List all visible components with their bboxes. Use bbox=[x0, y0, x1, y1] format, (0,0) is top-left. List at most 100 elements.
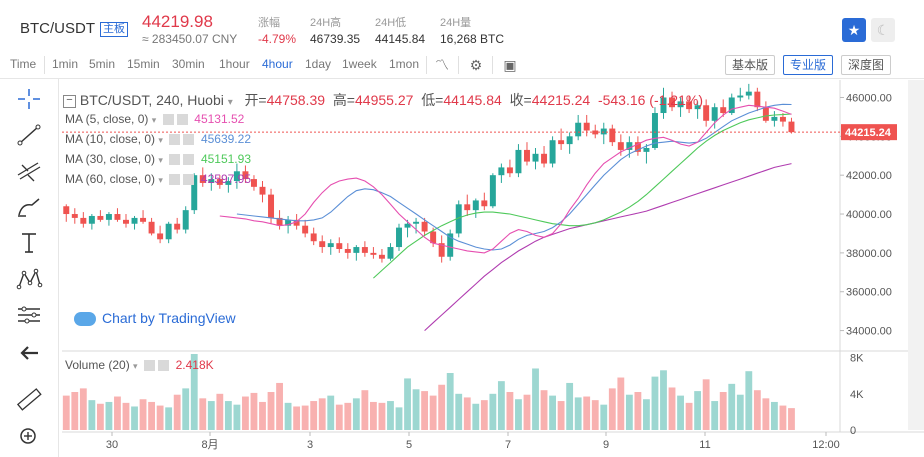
timeframe-30min[interactable]: 30min bbox=[172, 57, 205, 71]
chevron-down-icon[interactable]: ▾ bbox=[158, 155, 163, 165]
chevron-down-icon[interactable]: ▾ bbox=[133, 361, 138, 371]
candle-body bbox=[105, 214, 112, 220]
volume-bar bbox=[660, 370, 667, 430]
candle-body bbox=[302, 225, 309, 234]
ma10-legend[interactable]: MA (10, close, 0) ▾ 45639.22 bbox=[65, 132, 251, 146]
candle-body bbox=[225, 181, 232, 185]
high24-value: 46739.35 bbox=[310, 32, 361, 46]
volume-legend[interactable]: Volume (20) ▾ 2.418K bbox=[65, 358, 214, 372]
timeframe-1hour[interactable]: 1hour bbox=[219, 57, 250, 71]
candle-body bbox=[182, 210, 189, 230]
pattern-icon[interactable] bbox=[14, 265, 44, 293]
volume-bar bbox=[165, 407, 173, 430]
candle-body bbox=[242, 171, 249, 180]
chevron-down-icon[interactable]: ▾ bbox=[158, 175, 163, 185]
candle-body bbox=[293, 219, 300, 226]
timeframe-5min[interactable]: 5min bbox=[89, 57, 116, 71]
back-icon[interactable] bbox=[14, 339, 44, 367]
chevron-down-icon[interactable]: ▾ bbox=[158, 135, 163, 145]
low-value: 44145.84 bbox=[443, 92, 502, 108]
last-price-badge bbox=[841, 124, 897, 141]
crosshair-icon[interactable] bbox=[14, 85, 44, 113]
volume-bar bbox=[207, 401, 215, 430]
chevron-down-icon[interactable]: ▾ bbox=[227, 97, 233, 108]
collapse-legend-icon[interactable]: − bbox=[63, 94, 76, 108]
ma-line-ma30 bbox=[373, 113, 792, 279]
divider bbox=[458, 56, 459, 74]
candle-body bbox=[455, 204, 462, 234]
ruler-icon[interactable] bbox=[14, 385, 44, 413]
volume-bar bbox=[242, 396, 249, 430]
screenshot-icon[interactable]: ▣ bbox=[503, 57, 517, 73]
timeframe-time[interactable]: Time bbox=[10, 57, 37, 71]
basic-view-button[interactable]: 基本版 bbox=[725, 55, 776, 75]
drawing-toolbar bbox=[0, 79, 59, 457]
symbol-info[interactable]: BTC/USDT, 240, Huobi bbox=[79, 92, 224, 108]
volume-bar bbox=[267, 392, 275, 430]
volume-bar bbox=[293, 406, 301, 430]
chart-toolbar: Time 1min 5min 15min 30min 1hour 4hour 1… bbox=[0, 52, 924, 79]
chevron-down-icon[interactable]: ▾ bbox=[151, 115, 157, 125]
close-icon[interactable] bbox=[157, 360, 169, 372]
timeframe-15min[interactable]: 15min bbox=[127, 57, 160, 71]
high24-label: 24H高 bbox=[310, 17, 342, 29]
star-icon[interactable]: ★ bbox=[842, 18, 866, 42]
candle-body bbox=[123, 219, 129, 224]
x-tick-label: 9 bbox=[603, 439, 609, 451]
close-icon[interactable] bbox=[176, 114, 188, 126]
candle-body bbox=[600, 128, 607, 135]
brush-icon[interactable] bbox=[14, 193, 44, 221]
volume-bar bbox=[455, 393, 463, 430]
close-icon[interactable] bbox=[183, 174, 195, 186]
gear-icon[interactable] bbox=[143, 360, 155, 372]
moon-icon[interactable]: ☾ bbox=[871, 18, 895, 42]
timeframe-1mon[interactable]: 1mon bbox=[389, 57, 420, 71]
candle-body bbox=[378, 254, 385, 259]
close-icon[interactable] bbox=[183, 134, 195, 146]
pair-name[interactable]: BTC/USDT bbox=[20, 20, 95, 37]
fib-icon[interactable] bbox=[14, 157, 44, 185]
volume-bar bbox=[79, 388, 87, 430]
candle-body bbox=[686, 101, 693, 110]
gear-icon[interactable] bbox=[162, 114, 174, 126]
timeframe-1week[interactable]: 1week bbox=[342, 57, 377, 71]
pro-view-button[interactable]: 专业版 bbox=[783, 55, 834, 75]
chart-type-icon[interactable]: 〽 bbox=[435, 57, 449, 73]
text-icon[interactable] bbox=[14, 229, 44, 257]
zoom-icon[interactable] bbox=[14, 423, 44, 451]
change-label: 涨幅 bbox=[258, 17, 280, 29]
volume-bar bbox=[438, 384, 446, 430]
volume-bar bbox=[199, 398, 207, 430]
gear-icon[interactable] bbox=[169, 154, 181, 166]
volume-bar bbox=[489, 393, 497, 430]
candle-body bbox=[88, 215, 95, 224]
ma5-legend[interactable]: MA (5, close, 0) ▾ 45131.52 bbox=[65, 112, 244, 126]
ma-line-ma10 bbox=[236, 103, 792, 251]
timeframe-1min[interactable]: 1min bbox=[52, 57, 79, 71]
low24-label: 24H低 bbox=[375, 17, 407, 29]
y-tick-label: 46000.00 bbox=[846, 92, 892, 104]
depth-view-button[interactable]: 深度图 bbox=[841, 55, 892, 75]
trendline-icon[interactable] bbox=[14, 121, 44, 149]
ma60-legend[interactable]: MA (60, close, 0) ▾ 42597.95 bbox=[65, 172, 251, 186]
volume-bar bbox=[139, 399, 147, 430]
close-icon[interactable] bbox=[183, 154, 195, 166]
gear-icon[interactable] bbox=[169, 134, 181, 146]
settings-icon[interactable]: ⚙ bbox=[469, 57, 483, 73]
timeframe-1day[interactable]: 1day bbox=[305, 57, 332, 71]
main-board-badge: 主板 bbox=[100, 22, 128, 37]
candle-body bbox=[140, 217, 147, 222]
gear-icon[interactable] bbox=[169, 174, 181, 186]
candle-body bbox=[396, 227, 402, 248]
volume-bar bbox=[276, 382, 283, 430]
ma30-legend[interactable]: MA (30, close, 0) ▾ 45151.93 bbox=[65, 152, 251, 166]
volume-bar bbox=[156, 405, 164, 430]
y-tick-label: 34000.00 bbox=[846, 326, 892, 338]
tradingview-watermark[interactable]: Chart by TradingView bbox=[74, 310, 236, 327]
candle-body bbox=[430, 231, 437, 244]
volume-bar bbox=[318, 398, 326, 430]
measure-icon[interactable] bbox=[14, 301, 44, 329]
timeframe-4hour[interactable]: 4hour bbox=[262, 57, 293, 71]
volume-label: Volume (20) bbox=[65, 358, 130, 372]
